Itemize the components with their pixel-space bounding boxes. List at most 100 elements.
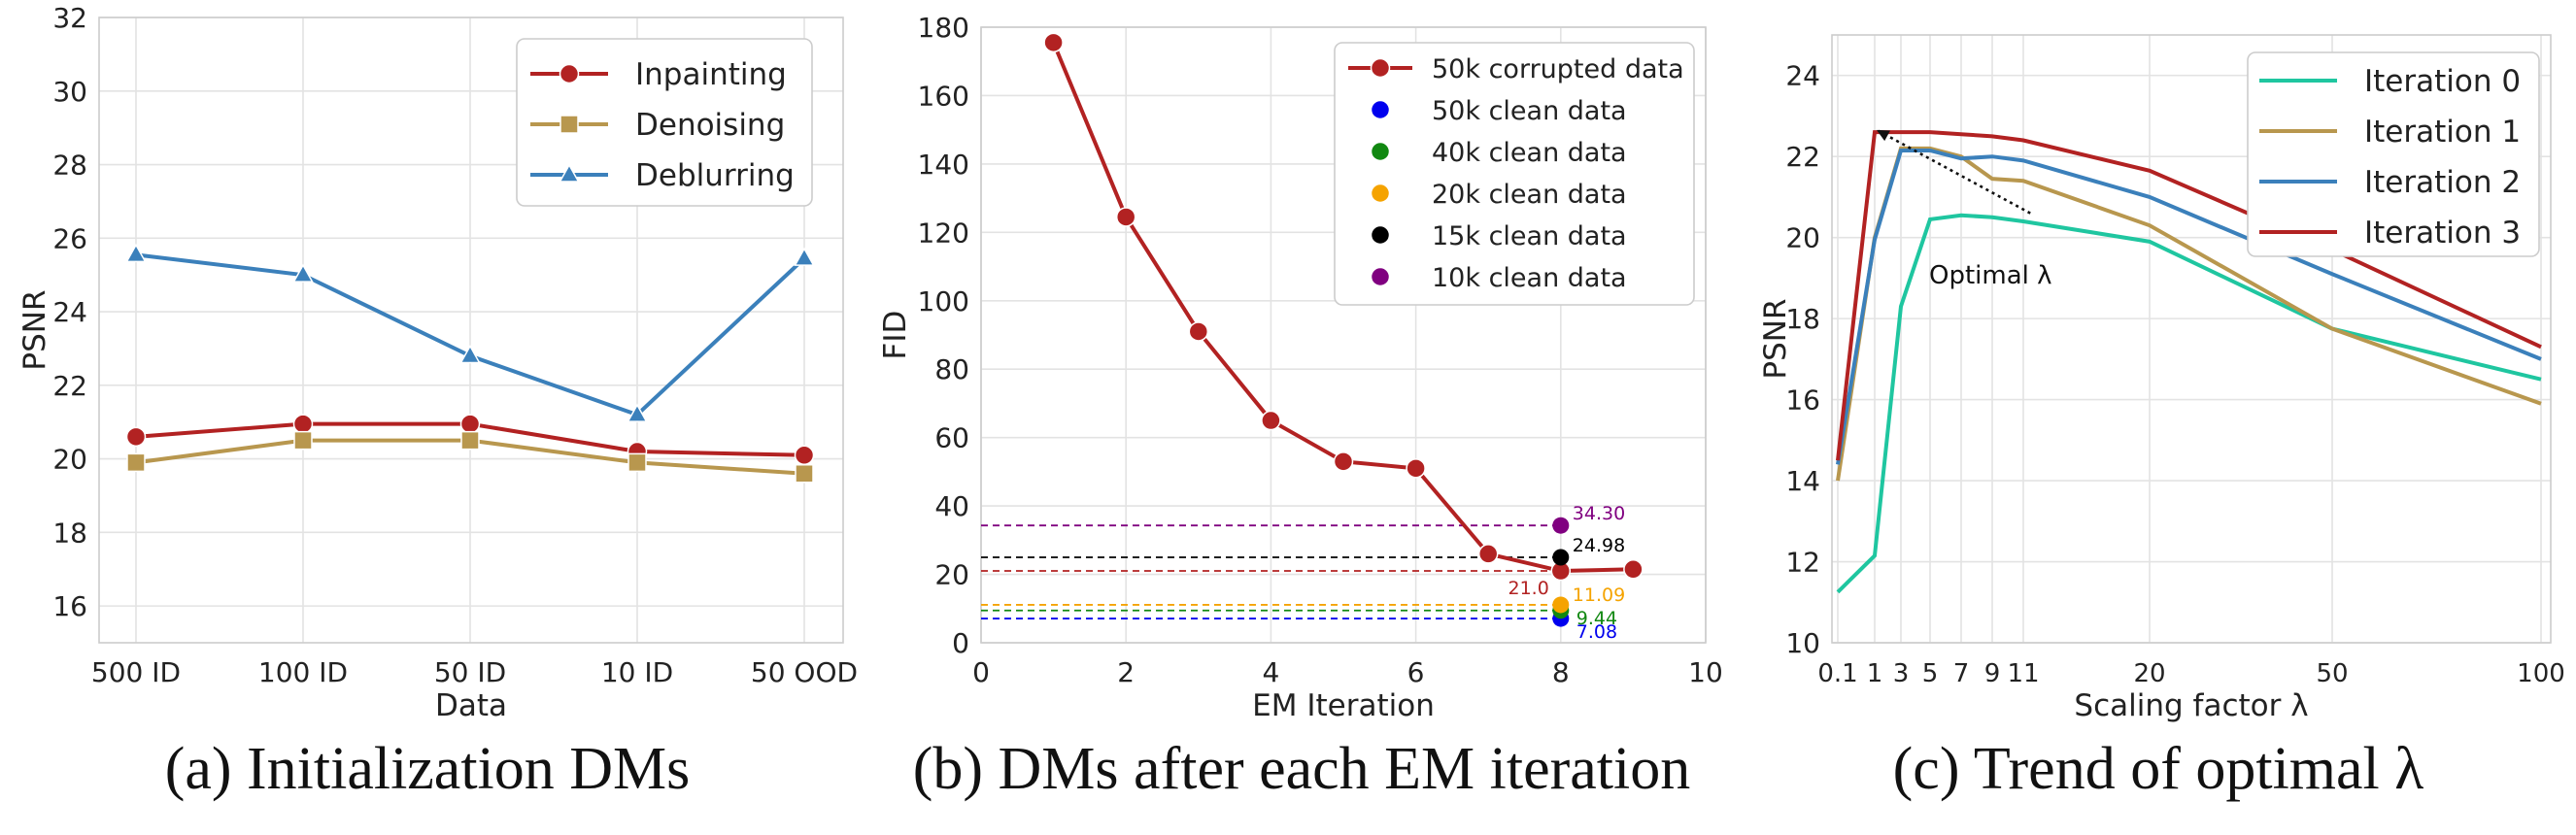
series-line bbox=[1836, 148, 2542, 465]
legend-marker bbox=[1370, 224, 1391, 246]
legend-marker bbox=[559, 63, 580, 84]
x-tick-label: 11 bbox=[2007, 659, 2039, 688]
legend-box bbox=[1334, 42, 1695, 306]
legend-label: Iteration 0 bbox=[2364, 64, 2521, 99]
reference-point bbox=[1552, 517, 1570, 534]
x-tick-label: 6 bbox=[1407, 656, 1425, 688]
reference-value-label: 24.98 bbox=[1573, 535, 1625, 556]
x-axis-label: Scaling factor λ bbox=[2074, 688, 2308, 723]
annotation-arrowhead bbox=[1877, 129, 1890, 142]
y-tick-label: 10 bbox=[1785, 627, 1820, 659]
data-point bbox=[125, 426, 147, 448]
x-tick-label: 7 bbox=[1953, 659, 1970, 688]
y-axis-label: PSNR bbox=[17, 289, 52, 370]
x-tick-label: 2 bbox=[1117, 656, 1135, 688]
data-point bbox=[1261, 410, 1281, 431]
legend-marker bbox=[1370, 183, 1391, 204]
y-tick-label: 22 bbox=[1785, 141, 1820, 173]
y-tick-label: 24 bbox=[1785, 60, 1820, 92]
data-point bbox=[292, 414, 314, 434]
legend-marker bbox=[1370, 57, 1391, 79]
data-point bbox=[627, 403, 648, 422]
y-tick-label: 18 bbox=[1785, 303, 1820, 335]
y-axis-label: FID bbox=[878, 311, 913, 360]
legend-label: 10k clean data bbox=[1432, 263, 1627, 293]
y-tick-label: 0 bbox=[952, 627, 969, 659]
x-tick-label: 20 bbox=[2133, 659, 2165, 688]
panel-caption: (a) Initialization DMs bbox=[165, 736, 691, 802]
data-point bbox=[459, 414, 481, 434]
y-tick-label: 140 bbox=[918, 149, 969, 181]
x-tick-label: 50 ID bbox=[434, 656, 506, 688]
y-tick-label: 120 bbox=[918, 217, 969, 249]
legend: Iteration 0 Iteration 1 Iteration 2 Iterati… bbox=[2247, 51, 2540, 257]
legend-marker bbox=[559, 163, 580, 183]
legend-marker bbox=[1370, 99, 1391, 120]
legend-box bbox=[516, 38, 813, 207]
legend-label: 50k corrupted data bbox=[1432, 54, 1684, 84]
legend-label: Iteration 3 bbox=[2364, 216, 2521, 250]
reference-value-label: 11.09 bbox=[1573, 584, 1625, 606]
legend-label: Iteration 1 bbox=[2364, 115, 2521, 150]
legend-label: Deblurring bbox=[635, 158, 795, 193]
y-tick-label: 26 bbox=[52, 222, 87, 254]
legend-box bbox=[2247, 51, 2540, 257]
x-tick-label: 5 bbox=[1922, 659, 1939, 688]
y-tick-label: 100 bbox=[918, 285, 969, 317]
panel-a: 16 18 20 22 24 26 28 30 32 500 ID 100 ID 50 ID 10 ID… bbox=[17, 2, 858, 802]
x-tick-label: 3 bbox=[1893, 659, 1910, 688]
x-tick-label: 8 bbox=[1552, 656, 1570, 688]
data-point bbox=[1477, 544, 1499, 564]
legend-marker bbox=[1370, 141, 1391, 162]
x-tick-label: 0 bbox=[972, 656, 990, 688]
y-tick-label: 16 bbox=[52, 590, 87, 622]
x-tick-label: 10 ID bbox=[601, 656, 673, 688]
data-point bbox=[460, 430, 480, 451]
reference-point bbox=[1552, 596, 1570, 614]
y-tick-label: 60 bbox=[934, 422, 969, 454]
annotation-label: Optimal λ bbox=[1929, 261, 2052, 290]
y-tick-label: 40 bbox=[934, 490, 969, 522]
y-tick-label: 180 bbox=[918, 12, 969, 44]
y-tick-label: 20 bbox=[52, 444, 87, 476]
plot-frame bbox=[98, 17, 844, 644]
plot-frame bbox=[1831, 34, 2552, 644]
legend-label: 40k clean data bbox=[1432, 138, 1627, 168]
x-tick-label: 50 OOD bbox=[751, 656, 858, 688]
legend-label: 20k clean data bbox=[1432, 180, 1627, 210]
reference-value-label: 9.44 bbox=[1576, 608, 1617, 629]
y-axis-label: PSNR bbox=[1758, 298, 1793, 379]
y-tick-label: 20 bbox=[1785, 222, 1820, 254]
y-tick-label: 18 bbox=[52, 517, 87, 549]
reference-value-label: 34.30 bbox=[1573, 503, 1625, 524]
legend-label: Iteration 2 bbox=[2364, 165, 2521, 200]
data-point bbox=[795, 463, 814, 484]
series-line bbox=[1836, 213, 2542, 594]
legend-marker bbox=[559, 115, 579, 134]
y-tick-label: 12 bbox=[1785, 547, 1820, 579]
panel-caption: (c) Trend of optimal λ bbox=[1893, 736, 2424, 802]
panel-c: 10 12 14 16 18 20 22 24 0.1 1 3 5 7 9 11 20 50 100 Optimal… bbox=[1758, 34, 2565, 802]
data-point bbox=[293, 430, 313, 451]
x-tick-label: 9 bbox=[1984, 659, 2001, 688]
y-tick-label: 32 bbox=[52, 2, 87, 34]
x-axis-label: EM Iteration bbox=[1252, 688, 1435, 723]
data-point bbox=[459, 344, 481, 364]
y-tick-label: 14 bbox=[1785, 465, 1820, 497]
annotation-label: 21.0 bbox=[1508, 578, 1548, 599]
reference-point bbox=[1552, 549, 1570, 566]
legend-label: 15k clean data bbox=[1432, 221, 1627, 251]
plot-frame bbox=[980, 26, 1707, 644]
data-point bbox=[1406, 458, 1426, 479]
x-axis-label: Data bbox=[435, 688, 507, 723]
data-point bbox=[1623, 559, 1644, 580]
data-point bbox=[126, 452, 146, 473]
x-tick-label: 4 bbox=[1262, 656, 1279, 688]
x-tick-label: 1 bbox=[1867, 659, 1883, 688]
y-tick-label: 20 bbox=[934, 559, 969, 591]
data-point bbox=[627, 452, 647, 473]
y-tick-label: 28 bbox=[52, 150, 87, 182]
y-tick-label: 160 bbox=[918, 80, 969, 112]
